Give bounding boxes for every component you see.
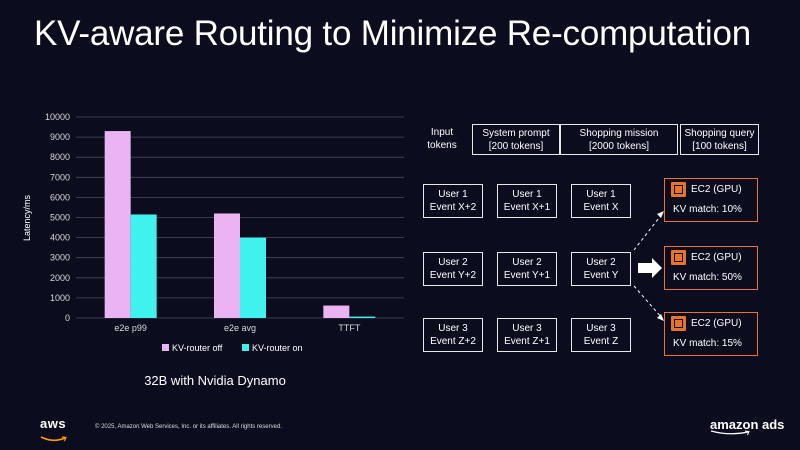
event-user: User 2 <box>512 257 542 268</box>
aws-logo-text: aws <box>40 416 67 431</box>
system-prompt-box: System prompt [200 tokens] <box>472 124 560 155</box>
event-id: Event Y+2 <box>429 270 477 281</box>
event-box: User 3 Event Z <box>571 318 631 352</box>
legend-swatch <box>242 344 249 351</box>
event-box: User 2 Event Y <box>571 252 631 286</box>
aws-smile-icon <box>40 436 67 442</box>
x-tick-label: e2e avg <box>224 323 256 333</box>
gpu-name: EC2 (GPU) <box>691 252 742 263</box>
event-user: User 1 <box>586 189 616 200</box>
shopping-mission-size: [2000 tokens] <box>588 140 650 152</box>
system-prompt-label: System prompt <box>482 127 550 139</box>
y-tick-label: 0 <box>65 313 70 323</box>
y-tick-label: 5000 <box>50 213 70 223</box>
event-user: User 1 <box>512 189 542 200</box>
amazon-ads-logo: amazon ads <box>710 417 784 436</box>
bar-kv-router-off-e2e-p99 <box>104 131 131 318</box>
event-box: User 2 Event Y+1 <box>497 252 557 286</box>
chart-caption: 32B with Nvidia Dynamo <box>144 373 286 388</box>
gpu-kv-match: KV match: 50% <box>673 272 742 283</box>
chart-y-axis-label: Latency/ms <box>22 194 32 241</box>
event-user: User 2 <box>586 257 616 268</box>
event-box: User 1 Event X <box>571 184 631 218</box>
input-tokens-label-line1: Input <box>430 127 454 138</box>
input-tokens-label: Input tokens <box>418 126 466 152</box>
y-tick-label: 1000 <box>50 293 70 303</box>
event-box: User 1 Event X+1 <box>497 184 557 218</box>
event-id: Event Z+1 <box>504 336 550 347</box>
latency-bar-chart: 0 1000 2000 3000 4000 5000 6000 7000 8000 9000 100… <box>22 112 404 353</box>
slide-title: KV-aware Routing to Minimize Re-computat… <box>34 14 752 53</box>
legend-label: KV-router off <box>172 343 223 353</box>
shopping-query-size: [100 tokens] <box>692 140 747 152</box>
shopping-query-label: Shopping query <box>684 127 755 139</box>
gpu-name: EC2 (GPU) <box>691 318 742 329</box>
event-user: User 3 <box>438 323 468 334</box>
y-tick-label: 6000 <box>50 192 70 202</box>
legend-swatch <box>162 344 169 351</box>
chip-icon <box>671 250 686 265</box>
event-id: Event X+2 <box>429 202 477 213</box>
y-tick-label: 2000 <box>50 273 70 283</box>
amazon-ads-logo-text: amazon ads <box>710 417 785 432</box>
copyright-notice: © 2025, Amazon Web Services, Inc. or its… <box>95 424 282 430</box>
arrow-head-down-icon <box>657 314 664 321</box>
bar-kv-router-off-ttft <box>323 305 350 318</box>
gpu-box: EC2 (GPU) KV match: 15% <box>664 312 758 356</box>
event-id: Event Y+1 <box>503 270 551 281</box>
event-user: User 1 <box>438 189 468 200</box>
system-prompt-size: [200 tokens] <box>488 140 544 152</box>
event-id: Event X+1 <box>503 202 551 213</box>
y-tick-label: 3000 <box>50 253 70 263</box>
legend-label: KV-router on <box>252 343 303 353</box>
x-tick-label: TTFT <box>338 323 360 333</box>
event-box: User 2 Event Y+2 <box>423 252 483 286</box>
event-user: User 2 <box>438 257 468 268</box>
bar-kv-router-off-e2e-avg <box>214 213 240 318</box>
y-tick-label: 8000 <box>50 152 70 162</box>
event-id: Event Z+2 <box>430 336 476 347</box>
chip-icon <box>671 316 686 331</box>
bar-kv-router-on-e2e-p99 <box>130 214 157 318</box>
event-user: User 3 <box>586 323 616 334</box>
arrow-head-up-icon <box>657 211 664 218</box>
chip-icon <box>671 182 686 197</box>
event-id: Event X <box>583 202 619 213</box>
gpu-kv-match: KV match: 10% <box>673 204 742 215</box>
y-tick-label: 4000 <box>50 233 70 243</box>
gpu-box: EC2 (GPU) KV match: 50% <box>664 246 758 290</box>
bar-kv-router-on-e2e-avg <box>240 237 266 318</box>
dashed-arrow-down <box>633 285 663 319</box>
event-id: Event Z <box>583 336 619 347</box>
y-tick-label: 10000 <box>45 112 70 122</box>
shopping-mission-label: Shopping mission <box>579 127 659 139</box>
y-tick-label: 9000 <box>50 132 70 142</box>
event-user: User 3 <box>512 323 542 334</box>
routing-arrows <box>633 211 664 321</box>
event-box: User 3 Event Z+1 <box>497 318 557 352</box>
event-box: User 3 Event Z+2 <box>423 318 483 352</box>
gpu-kv-match: KV match: 15% <box>673 338 742 349</box>
solid-arrow-right-icon <box>638 258 662 278</box>
shopping-mission-box: Shopping mission [2000 tokens] <box>560 124 678 155</box>
aws-logo: aws <box>40 416 70 442</box>
bar-kv-router-on-ttft <box>349 316 376 318</box>
input-tokens-label-line2: tokens <box>427 140 457 151</box>
shopping-query-box: Shopping query [100 tokens] <box>680 124 759 155</box>
gpu-name: EC2 (GPU) <box>691 184 742 195</box>
dashed-arrow-up <box>633 213 663 251</box>
gpu-box: EC2 (GPU) KV match: 10% <box>664 178 758 222</box>
amazon-smile-icon <box>710 430 750 436</box>
y-tick-label: 7000 <box>50 172 70 182</box>
event-box: User 1 Event X+2 <box>423 184 483 218</box>
event-id: Event Y <box>583 270 619 281</box>
x-tick-label: e2e p99 <box>114 323 147 333</box>
